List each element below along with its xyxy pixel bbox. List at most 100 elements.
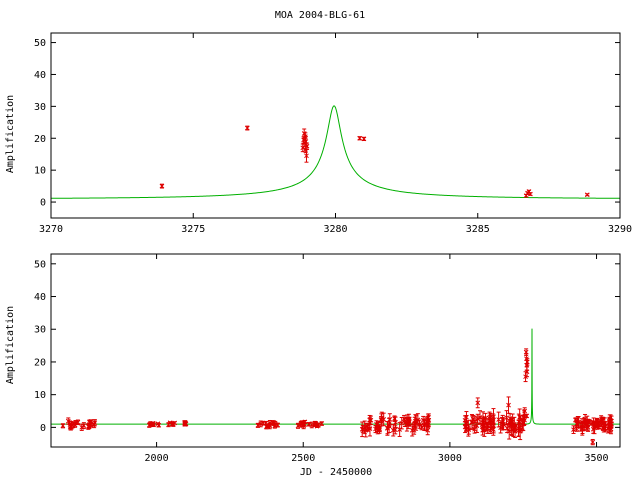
data-point <box>378 417 384 422</box>
data-point <box>506 402 511 408</box>
y-tick-label: 10 <box>34 390 46 401</box>
y-tick-label: 10 <box>34 166 46 177</box>
data-point <box>275 422 281 428</box>
data-point <box>472 426 477 432</box>
data-point <box>72 422 78 428</box>
top-model-curve-group <box>51 105 620 199</box>
data-point <box>517 429 523 434</box>
data-point <box>377 426 382 432</box>
data-point <box>609 421 614 427</box>
x-tick-label: 3285 <box>466 224 490 235</box>
data-point <box>299 420 305 426</box>
data-point <box>172 420 178 426</box>
top-plot-frame <box>50 32 621 219</box>
data-point <box>360 426 366 432</box>
data-point <box>411 428 417 433</box>
data-point <box>574 421 580 427</box>
data-point <box>462 424 468 430</box>
data-point <box>159 183 165 189</box>
y-tick-label: 40 <box>34 70 46 81</box>
x-tick-label: 3000 <box>438 453 462 464</box>
data-point <box>304 153 309 159</box>
data-point <box>464 414 469 420</box>
data-point <box>522 408 528 414</box>
data-point <box>504 415 509 421</box>
data-point <box>357 135 363 141</box>
top-axis-ticks-group: 3270 3275 3280 3285 3290 0 10 20 30 40 50 <box>34 33 632 235</box>
data-point <box>590 439 596 445</box>
data-point <box>399 420 405 426</box>
data-point <box>150 421 156 426</box>
data-point <box>469 419 475 425</box>
data-point <box>524 413 530 419</box>
data-point <box>528 191 533 197</box>
data-point <box>483 415 488 421</box>
data-point <box>387 417 393 422</box>
data-point <box>599 417 604 423</box>
top-chart-title: MOA 2004-BLG-61 <box>275 10 365 21</box>
data-point <box>573 417 578 423</box>
x-tick-label: 3500 <box>584 453 608 464</box>
y-tick-label: 20 <box>34 357 46 368</box>
data-point <box>491 414 496 420</box>
data-point <box>477 415 483 420</box>
top-data-points-group <box>159 125 590 199</box>
data-point <box>319 421 325 426</box>
data-point <box>475 400 481 406</box>
data-point <box>524 359 530 365</box>
x-tick-label: 3280 <box>323 224 347 235</box>
data-point <box>182 420 188 426</box>
data-point <box>79 424 85 430</box>
data-point <box>60 423 66 429</box>
data-point <box>524 369 530 375</box>
data-point <box>309 422 315 428</box>
bottom-ylabel: Amplification <box>5 306 16 384</box>
data-point <box>581 424 587 429</box>
y-tick-label: 20 <box>34 134 46 145</box>
x-tick-label: 3290 <box>608 224 632 235</box>
data-point <box>600 425 606 431</box>
data-point <box>385 425 390 431</box>
data-point <box>487 415 492 421</box>
data-point <box>413 418 418 424</box>
model-curve <box>51 328 620 425</box>
data-point <box>481 427 487 433</box>
y-tick-label: 30 <box>34 325 46 336</box>
data-point <box>608 426 614 432</box>
bottom-xlabel: JD - 2450000 <box>300 467 372 478</box>
bottom-axis-ticks-group: 2000 2500 3000 3500 0 10 20 30 40 50 <box>34 254 620 464</box>
y-tick-label: 50 <box>34 259 46 270</box>
y-tick-label: 40 <box>34 292 46 303</box>
data-point <box>87 420 93 425</box>
data-point <box>68 424 74 430</box>
data-point <box>365 425 371 431</box>
data-point <box>488 423 494 428</box>
bottom-plot-frame <box>50 253 621 448</box>
data-point <box>496 417 501 422</box>
data-point <box>374 421 379 427</box>
x-tick-label: 2000 <box>145 453 169 464</box>
x-tick-label: 3275 <box>181 224 205 235</box>
x-tick-label: 3270 <box>39 224 63 235</box>
bottom-panel: Amplification JD - 2450000 2000 2500 3000 3… <box>5 253 621 478</box>
data-point <box>258 421 264 427</box>
data-point <box>417 421 422 427</box>
data-point <box>90 422 96 428</box>
data-point <box>511 421 517 427</box>
data-point <box>500 420 505 426</box>
top-panel: MOA 2004-BLG-61 Amplification 3270 3275 32… <box>5 10 632 235</box>
x-tick-label: 2500 <box>291 453 315 464</box>
y-tick-label: 30 <box>34 102 46 113</box>
data-point <box>397 427 403 432</box>
data-point <box>361 136 367 142</box>
data-point <box>425 417 431 423</box>
y-tick-label: 50 <box>34 38 46 49</box>
bottom-data-points-group <box>60 348 614 446</box>
data-point <box>390 427 396 433</box>
data-point <box>583 419 589 425</box>
data-point <box>504 425 510 431</box>
data-point <box>155 421 161 427</box>
model-curve <box>51 105 620 199</box>
bottom-model-curve-group <box>51 328 620 425</box>
data-point <box>406 417 412 423</box>
